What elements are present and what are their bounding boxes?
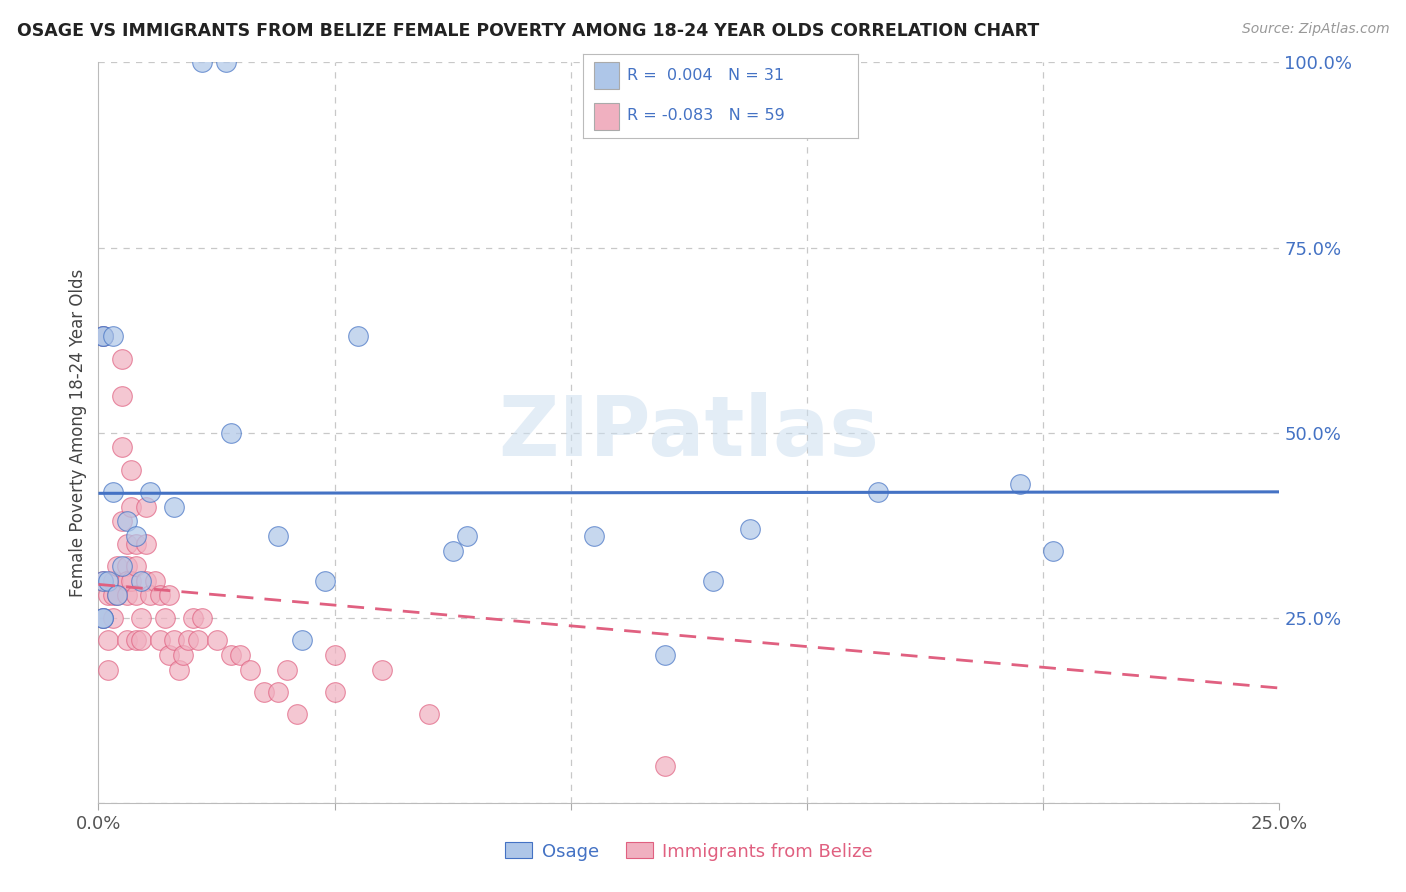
Point <box>1008 477 1031 491</box>
Point <box>115 515 138 529</box>
Point <box>1042 544 1064 558</box>
Bar <box>595 103 619 130</box>
Text: OSAGE VS IMMIGRANTS FROM BELIZE FEMALE POVERTY AMONG 18-24 YEAR OLDS CORRELATION: OSAGE VS IMMIGRANTS FROM BELIZE FEMALE P… <box>17 22 1039 40</box>
Point <box>91 574 114 588</box>
Point <box>91 610 114 624</box>
Point <box>149 632 172 647</box>
Point <box>125 536 148 550</box>
Point <box>149 589 172 603</box>
Point <box>115 574 138 588</box>
Point <box>121 500 143 514</box>
Text: R = -0.083   N = 59: R = -0.083 N = 59 <box>627 108 785 123</box>
Point <box>143 574 166 588</box>
Point <box>702 574 724 588</box>
Point <box>115 558 138 573</box>
Point <box>583 529 606 543</box>
Point <box>97 663 120 677</box>
Point <box>115 632 138 647</box>
Point <box>129 574 152 588</box>
Point <box>101 589 124 603</box>
Point <box>105 589 128 603</box>
Point <box>205 632 228 647</box>
Point <box>172 648 194 662</box>
Point <box>111 388 134 402</box>
Point <box>91 610 114 624</box>
Text: ZIPatlas: ZIPatlas <box>499 392 879 473</box>
Point <box>135 536 157 550</box>
Point <box>97 589 120 603</box>
Point <box>129 632 152 647</box>
Point <box>276 663 298 677</box>
Point <box>125 558 148 573</box>
Point <box>101 484 124 499</box>
Point <box>121 574 143 588</box>
Point <box>866 484 889 499</box>
Point <box>91 329 114 343</box>
Point <box>371 663 394 677</box>
Point <box>115 536 138 550</box>
Point <box>121 462 143 476</box>
Point <box>101 610 124 624</box>
Point <box>654 758 676 772</box>
Point <box>253 685 276 699</box>
Point <box>139 589 162 603</box>
Point <box>115 589 138 603</box>
Point <box>91 610 114 624</box>
Point <box>129 610 152 624</box>
Point <box>267 529 290 543</box>
Text: R =  0.004   N = 31: R = 0.004 N = 31 <box>627 68 785 83</box>
Point <box>163 500 186 514</box>
Point <box>290 632 312 647</box>
Point <box>111 558 134 573</box>
Point <box>347 329 370 343</box>
Point <box>125 632 148 647</box>
Point <box>153 610 176 624</box>
Point <box>267 685 290 699</box>
Point <box>167 663 190 677</box>
Point <box>239 663 262 677</box>
Point <box>219 648 242 662</box>
Point <box>157 648 180 662</box>
Point <box>97 632 120 647</box>
Point <box>187 632 209 647</box>
Point <box>91 329 114 343</box>
Point <box>177 632 200 647</box>
Point <box>111 441 134 455</box>
Legend: Osage, Immigrants from Belize: Osage, Immigrants from Belize <box>498 835 880 868</box>
Point <box>191 610 214 624</box>
Point <box>740 522 762 536</box>
Point <box>135 574 157 588</box>
Point <box>418 706 440 721</box>
Point <box>97 574 120 588</box>
Point <box>285 706 308 721</box>
Point <box>229 648 252 662</box>
Point <box>215 55 238 70</box>
Point <box>441 544 464 558</box>
Point <box>125 589 148 603</box>
Point <box>157 589 180 603</box>
Point <box>181 610 204 624</box>
Text: Source: ZipAtlas.com: Source: ZipAtlas.com <box>1241 22 1389 37</box>
Bar <box>595 62 619 89</box>
Point <box>101 574 124 588</box>
Point <box>105 558 128 573</box>
Point <box>456 529 478 543</box>
Point <box>654 648 676 662</box>
Point <box>219 425 242 440</box>
Point <box>111 351 134 366</box>
Point <box>323 685 346 699</box>
Y-axis label: Female Poverty Among 18-24 Year Olds: Female Poverty Among 18-24 Year Olds <box>69 268 87 597</box>
Point <box>111 515 134 529</box>
Point <box>323 648 346 662</box>
Point <box>91 329 114 343</box>
Point <box>191 55 214 70</box>
Point <box>105 589 128 603</box>
Point <box>163 632 186 647</box>
Point <box>101 329 124 343</box>
Point <box>314 574 336 588</box>
Point <box>125 529 148 543</box>
Point <box>135 500 157 514</box>
Point <box>139 484 162 499</box>
Point <box>91 574 114 588</box>
